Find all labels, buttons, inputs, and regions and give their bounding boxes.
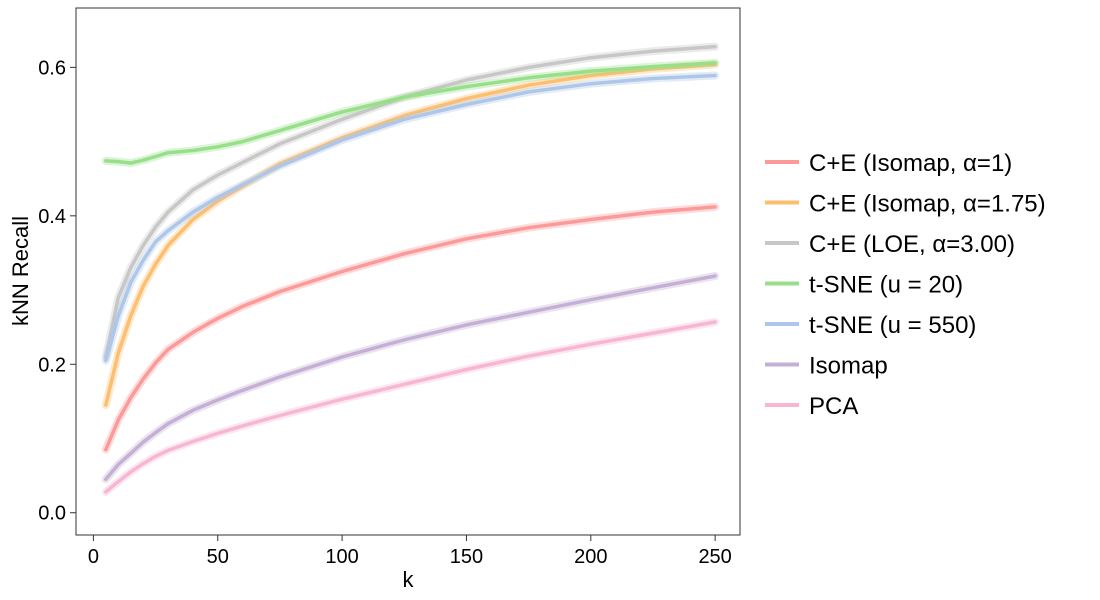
y-tick-label: 0.0	[38, 503, 66, 525]
y-axis: 0.0 0.2 0.4 0.6	[38, 57, 76, 525]
x-tick-label: 250	[698, 546, 731, 568]
series-line-5	[104, 274, 717, 482]
legend-label-3: t-SNE (u = 20)	[809, 272, 963, 299]
x-tick-label: 0	[88, 546, 99, 568]
series-line-0	[104, 205, 717, 452]
series-band-5	[101, 272, 720, 484]
legend-label-2: C+E (LOE, α=3.00)	[809, 231, 1015, 258]
x-tick-label: 100	[325, 546, 358, 568]
y-tick-label: 0.6	[38, 57, 66, 79]
series-line-6	[104, 320, 717, 494]
x-axis-title: k	[403, 567, 415, 592]
plot-panel	[75, 7, 741, 536]
legend-label-6: PCA	[809, 393, 858, 420]
legend: C+E (Isomap, α=1) C+E (Isomap, α=1.75) C+E…	[765, 150, 1046, 420]
x-tick-label: 200	[574, 546, 607, 568]
x-tick-label: 50	[207, 546, 229, 568]
x-tick-label: 150	[450, 546, 483, 568]
series-line-4	[104, 73, 717, 363]
legend-label-0: C+E (Isomap, α=1)	[809, 150, 1012, 177]
legend-label-1: C+E (Isomap, α=1.75)	[809, 191, 1046, 218]
y-tick-label: 0.4	[38, 206, 66, 228]
y-tick-label: 0.2	[38, 354, 66, 376]
series-line-3	[104, 61, 717, 165]
legend-label-5: Isomap	[809, 353, 888, 380]
x-axis: 0 50 100 150 200 250	[88, 535, 732, 568]
y-axis-title: kNN Recall	[8, 216, 33, 326]
series-line-2	[104, 44, 717, 359]
legend-label-4: t-SNE (u = 550)	[809, 312, 976, 339]
series-layer	[101, 42, 720, 496]
